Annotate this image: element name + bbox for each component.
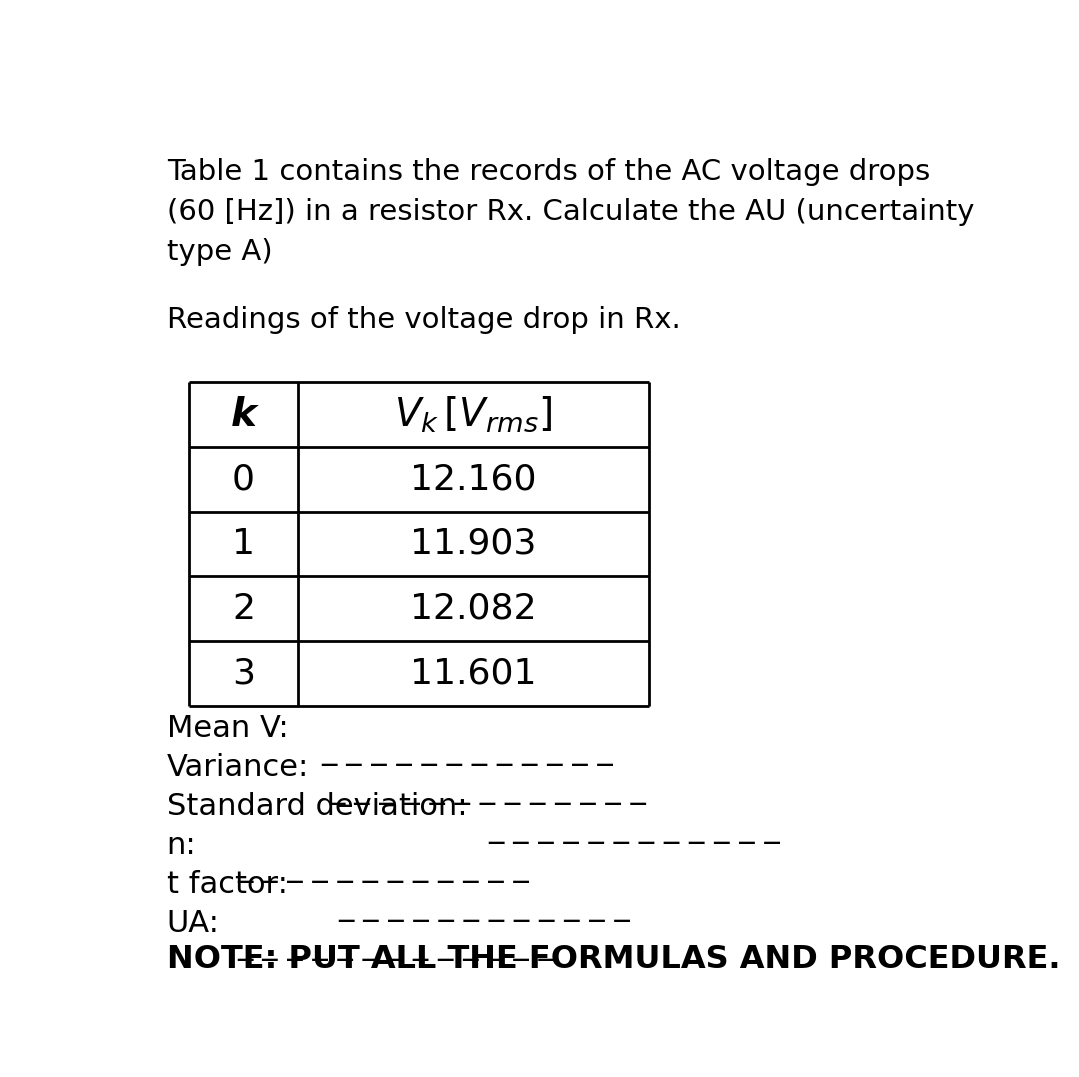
Text: _ _ _ _ _ _ _ _ _ _ _ _: _ _ _ _ _ _ _ _ _ _ _ _ bbox=[489, 815, 780, 844]
Text: 12.082: 12.082 bbox=[410, 591, 537, 626]
Text: NOTE: PUT ALL THE FORMULAS AND PROCEDURE.: NOTE: PUT ALL THE FORMULAS AND PROCEDURE… bbox=[166, 943, 1061, 975]
Text: $\mathbf{\mathit{V_k\,[V_{rms}]}}$: $\mathbf{\mathit{V_k\,[V_{rms}]}}$ bbox=[395, 394, 552, 434]
Text: n:: n: bbox=[166, 830, 196, 859]
Text: 12.160: 12.160 bbox=[410, 462, 536, 496]
Text: _ _ _ _ _ _ _ _ _ _ _ _ _: _ _ _ _ _ _ _ _ _ _ _ _ _ bbox=[330, 777, 646, 806]
Text: 3: 3 bbox=[232, 656, 255, 690]
Text: 2: 2 bbox=[232, 591, 255, 626]
Text: _ _ _ _ _ _ _ _ _ _ _ _ _: _ _ _ _ _ _ _ _ _ _ _ _ _ bbox=[237, 932, 555, 961]
Text: Mean V:: Mean V: bbox=[166, 714, 288, 743]
Text: Standard deviation:: Standard deviation: bbox=[166, 792, 467, 821]
Text: _ _ _ _ _ _ _ _ _ _ _ _: _ _ _ _ _ _ _ _ _ _ _ _ bbox=[237, 854, 530, 883]
Text: 11.601: 11.601 bbox=[410, 656, 536, 690]
Text: _ _ _ _ _ _ _ _ _ _ _ _: _ _ _ _ _ _ _ _ _ _ _ _ bbox=[322, 737, 613, 766]
Text: k: k bbox=[231, 395, 257, 434]
Text: type A): type A) bbox=[166, 238, 272, 266]
Text: Table 1 contains the records of the AC voltage drops: Table 1 contains the records of the AC v… bbox=[166, 158, 930, 186]
Text: UA:: UA: bbox=[166, 909, 219, 938]
Text: t factor:: t factor: bbox=[166, 870, 287, 899]
Text: 0: 0 bbox=[232, 462, 255, 496]
Text: _ _ _ _ _ _ _ _ _ _ _ _: _ _ _ _ _ _ _ _ _ _ _ _ bbox=[338, 893, 630, 922]
Text: (60 [Hz]) in a resistor Rx. Calculate the AU (uncertainty: (60 [Hz]) in a resistor Rx. Calculate th… bbox=[166, 198, 974, 226]
Text: Variance:: Variance: bbox=[166, 753, 309, 782]
Text: 11.903: 11.903 bbox=[410, 527, 536, 561]
Text: Readings of the voltage drop in Rx.: Readings of the voltage drop in Rx. bbox=[166, 306, 681, 334]
Text: 1: 1 bbox=[232, 527, 255, 561]
